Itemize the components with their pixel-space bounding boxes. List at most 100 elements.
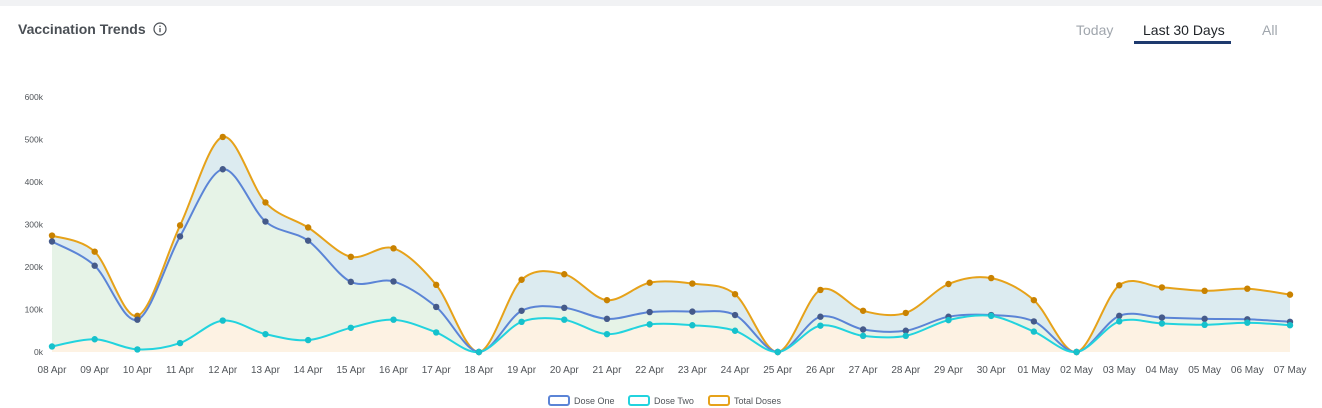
point-dose-one (48, 238, 56, 245)
point-dose-one (262, 218, 269, 225)
point-total-doses (219, 133, 226, 141)
vaccination-trends-chart: 0k 100k 200k 300k 400k 500k 600k 08 Apr 09 Apr 10… (25, 92, 1307, 406)
point-dose-one (390, 278, 397, 285)
point-total-doses (646, 279, 653, 286)
point-dose-one (1201, 315, 1208, 323)
area-dose-two (52, 315, 1290, 353)
x-tick-label: 16 Apr (379, 365, 409, 376)
point-dose-one (731, 311, 739, 319)
tab-all[interactable]: All (1262, 22, 1278, 38)
x-tick-label: 30 Apr (977, 365, 1007, 376)
x-tick-label: 27 Apr (849, 365, 879, 376)
point-dose-two (48, 343, 56, 350)
x-tick-label: 02 May (1060, 365, 1093, 376)
tab-last-30-days[interactable]: Last 30 Days (1143, 22, 1225, 38)
point-total-doses (1158, 284, 1166, 291)
point-total-doses (176, 222, 184, 229)
y-tick-label: 0k (34, 347, 44, 357)
x-tick-label: 22 Apr (635, 365, 665, 376)
legend-dose-two-swatch (628, 395, 650, 406)
point-dose-two (1158, 320, 1166, 327)
point-dose-two (433, 329, 440, 336)
point-dose-two (859, 332, 867, 340)
point-total-doses (48, 232, 56, 239)
point-dose-one (219, 166, 226, 173)
point-dose-two (689, 322, 696, 329)
x-tick-label: 03 May (1103, 365, 1136, 376)
y-tick-label: 500k (25, 135, 44, 145)
point-dose-one (603, 315, 611, 323)
point-dose-two (1244, 319, 1251, 326)
point-dose-two (987, 312, 995, 320)
point-total-doses (91, 248, 98, 255)
info-circle-icon[interactable] (153, 22, 167, 36)
y-tick-label: 600k (25, 92, 44, 102)
point-total-doses (433, 281, 440, 289)
x-tick-label: 10 Apr (123, 365, 153, 376)
point-dose-two (347, 324, 355, 331)
point-dose-two (390, 316, 397, 323)
point-total-doses (390, 245, 397, 252)
x-tick-label: 20 Apr (550, 365, 580, 376)
y-tick-label: 200k (25, 262, 44, 272)
x-tick-label: 07 May (1274, 365, 1307, 376)
point-dose-two (304, 336, 312, 344)
point-total-doses (304, 224, 312, 231)
x-tick-label: 21 Apr (593, 365, 623, 376)
x-tick-label: 09 Apr (80, 365, 110, 376)
point-dose-two (219, 317, 226, 324)
point-dose-one (433, 303, 440, 311)
point-dose-two (561, 316, 568, 323)
x-tick-label: 17 Apr (422, 365, 452, 376)
point-total-doses (859, 307, 867, 314)
point-total-doses (561, 271, 568, 278)
y-tick-label: 300k (25, 220, 44, 230)
point-dose-two (176, 339, 184, 347)
x-tick-label: 11 Apr (166, 365, 195, 376)
legend-dose-two-label: Dose Two (654, 396, 694, 406)
legend-dose-one-swatch (548, 395, 570, 406)
point-dose-two (902, 332, 909, 340)
x-tick-label: 18 Apr (464, 365, 494, 376)
point-dose-two (518, 318, 525, 326)
legend-total-doses-swatch (708, 395, 730, 406)
point-dose-one (561, 304, 568, 311)
point-total-doses (1030, 296, 1038, 304)
x-tick-label: 08 Apr (38, 365, 68, 376)
point-dose-two (1073, 348, 1080, 356)
point-dose-one (817, 313, 824, 320)
point-dose-one (91, 262, 98, 269)
point-dose-two (1286, 322, 1294, 329)
x-tick-label: 14 Apr (294, 365, 324, 376)
x-tick-label: 12 Apr (208, 365, 238, 376)
point-dose-one (1116, 312, 1123, 320)
point-total-doses (1116, 282, 1123, 289)
point-dose-two (731, 327, 739, 334)
point-total-doses (262, 199, 269, 206)
point-total-doses (1201, 287, 1208, 294)
point-total-doses (518, 276, 525, 283)
point-total-doses (945, 280, 952, 288)
point-total-doses (689, 280, 696, 287)
x-tick-label: 25 Apr (763, 365, 793, 376)
point-dose-two (817, 322, 824, 329)
tab-today[interactable]: Today (1076, 22, 1114, 38)
point-dose-two (945, 316, 952, 324)
point-total-doses (1286, 291, 1294, 298)
point-dose-two (1201, 321, 1208, 328)
active-tab-indicator (1134, 41, 1231, 44)
point-dose-two (1116, 318, 1123, 325)
y-tick-label: 100k (25, 305, 44, 315)
x-tick-label: 04 May (1146, 365, 1179, 376)
point-dose-one (1158, 314, 1166, 321)
x-tick-label: 05 May (1188, 365, 1221, 376)
point-dose-one (518, 307, 525, 314)
x-tick-label: 26 Apr (806, 365, 836, 376)
x-tick-label: 15 Apr (336, 365, 366, 376)
x-tick-label: 13 Apr (251, 365, 281, 376)
line-dose-two (51, 314, 1291, 354)
point-total-doses (817, 286, 824, 294)
legend-dose-one-label: Dose One (574, 396, 615, 406)
point-dose-two (603, 330, 611, 338)
y-tick-label: 400k (25, 177, 44, 187)
